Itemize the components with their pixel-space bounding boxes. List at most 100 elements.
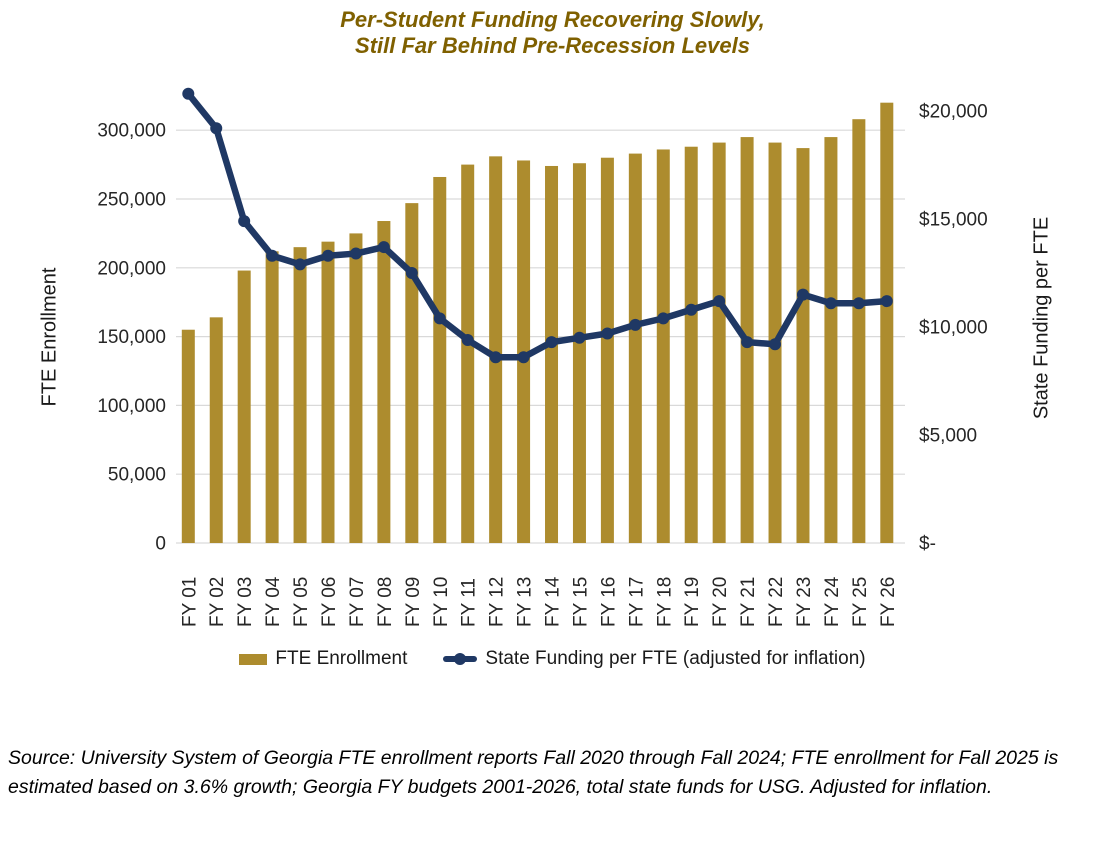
x-axis-label-fy-21: FY 21 bbox=[738, 577, 759, 627]
funding-point-fy-16 bbox=[601, 327, 614, 340]
x-axis-label-fy-17: FY 17 bbox=[626, 577, 647, 627]
bar-fy-26 bbox=[880, 102, 894, 544]
legend-item-state-funding: State Funding per FTE (adjusted for infl… bbox=[443, 648, 866, 670]
left-axis-tick-label: 0 bbox=[155, 534, 166, 555]
legend-label-state-funding: State Funding per FTE (adjusted for infl… bbox=[485, 648, 866, 669]
x-axis-label-fy-03: FY 03 bbox=[235, 577, 256, 627]
funding-point-fy-10 bbox=[433, 312, 446, 325]
funding-point-fy-02 bbox=[210, 122, 223, 135]
bar-fy-17 bbox=[628, 153, 642, 544]
bar-swatch-icon bbox=[239, 653, 268, 665]
x-axis-label-fy-05: FY 05 bbox=[291, 577, 312, 627]
bar-fy-14 bbox=[545, 165, 559, 543]
x-axis-label-fy-09: FY 09 bbox=[403, 577, 424, 627]
funding-point-fy-07 bbox=[349, 247, 362, 260]
x-axis-label-fy-25: FY 25 bbox=[850, 577, 871, 627]
bar-fy-11 bbox=[461, 164, 475, 543]
bar-fy-16 bbox=[600, 157, 614, 543]
right-axis-tick-label: $15,000 bbox=[919, 210, 988, 231]
funding-point-fy-17 bbox=[629, 318, 642, 331]
right-axis-tick-label: $10,000 bbox=[919, 318, 988, 339]
legend-item-fte-enrollment: FTE Enrollment bbox=[239, 648, 407, 670]
funding-point-fy-23 bbox=[796, 288, 809, 301]
bar-fy-24 bbox=[824, 137, 838, 543]
x-axis-label-fy-10: FY 10 bbox=[431, 577, 452, 627]
left-axis-tick-label: 50,000 bbox=[108, 465, 166, 486]
x-axis-label-fy-23: FY 23 bbox=[794, 577, 815, 627]
bar-fy-12 bbox=[489, 156, 503, 543]
funding-point-fy-01 bbox=[182, 87, 195, 100]
funding-point-fy-25 bbox=[852, 297, 865, 310]
right-axis-tick-label: $20,000 bbox=[919, 102, 988, 123]
bar-fy-18 bbox=[656, 149, 670, 544]
enrollment-funding-chart: 0 50,000 100,000 150,000 200,000 250,000 300,0… bbox=[97, 87, 988, 627]
left-axis-tick-label: 200,000 bbox=[97, 258, 166, 279]
bar-fy-09 bbox=[405, 203, 419, 544]
bar-fy-23 bbox=[796, 148, 810, 543]
x-axis-label-fy-19: FY 19 bbox=[682, 577, 703, 627]
x-axis-label-fy-07: FY 07 bbox=[347, 577, 368, 627]
marker-dot-icon bbox=[454, 653, 467, 665]
right-axis-tick-label: $- bbox=[919, 534, 936, 555]
x-axis-label-fy-14: FY 14 bbox=[543, 576, 564, 627]
left-axis-tick-label: 150,000 bbox=[97, 327, 166, 348]
bar-fy-15 bbox=[572, 163, 586, 543]
funding-point-fy-26 bbox=[880, 295, 893, 308]
x-axis-label-fy-20: FY 20 bbox=[710, 577, 731, 627]
funding-point-fy-09 bbox=[405, 267, 418, 279]
x-axis-label-fy-16: FY 16 bbox=[598, 577, 619, 627]
legend-label-fte-enrollment: FTE Enrollment bbox=[275, 648, 408, 669]
funding-point-fy-22 bbox=[769, 338, 782, 351]
bar-fy-01 bbox=[181, 329, 195, 543]
bar-fy-02 bbox=[209, 317, 223, 543]
page-title: Per-Student Funding Recovering Slowly, S… bbox=[0, 7, 1105, 59]
x-axis-label-fy-13: FY 13 bbox=[515, 577, 536, 627]
left-axis-tick-label: 100,000 bbox=[97, 396, 166, 417]
source-note: Source: University System of Georgia FTE… bbox=[8, 747, 1059, 799]
x-axis-label-fy-24: FY 24 bbox=[822, 576, 843, 627]
funding-point-fy-06 bbox=[322, 249, 334, 262]
funding-point-fy-13 bbox=[517, 351, 530, 364]
right-axis-title: State Funding per FTE bbox=[1030, 216, 1053, 420]
bar-fy-03 bbox=[237, 270, 251, 543]
funding-point-fy-20 bbox=[713, 295, 726, 308]
left-axis-tick-label: 300,000 bbox=[97, 121, 166, 142]
x-axis-label-fy-18: FY 18 bbox=[654, 577, 675, 627]
left-axis-tick-label: 250,000 bbox=[97, 190, 166, 211]
line-marker-swatch-icon bbox=[443, 653, 478, 665]
bar-fy-20 bbox=[712, 142, 726, 544]
funding-point-fy-11 bbox=[461, 333, 474, 346]
bar-fy-10 bbox=[433, 176, 447, 543]
funding-point-fy-08 bbox=[377, 241, 390, 254]
bar-fy-06 bbox=[321, 241, 335, 543]
x-axis-label-fy-26: FY 26 bbox=[878, 577, 899, 627]
funding-point-fy-04 bbox=[266, 249, 279, 262]
bar-fy-19 bbox=[684, 146, 698, 543]
x-axis-label-fy-22: FY 22 bbox=[766, 577, 787, 627]
funding-point-fy-05 bbox=[294, 258, 307, 271]
bar-fy-05 bbox=[293, 247, 307, 543]
x-axis-label-fy-11: FY 11 bbox=[459, 578, 480, 627]
bar-fy-04 bbox=[265, 251, 279, 543]
bar-fy-08 bbox=[377, 221, 391, 544]
funding-line bbox=[185, 90, 891, 361]
bar-fy-25 bbox=[852, 119, 866, 543]
funding-point-fy-14 bbox=[545, 336, 558, 349]
funding-point-fy-15 bbox=[573, 331, 586, 344]
funding-point-fy-21 bbox=[741, 336, 754, 349]
funding-point-fy-03 bbox=[238, 215, 251, 228]
funding-point-fy-12 bbox=[489, 351, 502, 364]
title-line-2: Still Far Behind Pre-Recession Levels bbox=[355, 33, 750, 58]
left-axis-title: FTE Enrollment bbox=[38, 267, 61, 407]
chart-legend: FTE Enrollment State Funding per FTE (ad… bbox=[0, 644, 1105, 674]
funding-point-fy-24 bbox=[824, 297, 837, 310]
funding-point-fy-19 bbox=[685, 303, 698, 316]
x-axis-label-fy-06: FY 06 bbox=[319, 577, 340, 627]
x-axis-label-fy-04: FY 04 bbox=[263, 576, 284, 627]
x-axis-label-fy-02: FY 02 bbox=[207, 577, 228, 627]
x-axis-label-fy-01: FY 01 bbox=[179, 577, 200, 627]
x-axis-label-fy-08: FY 08 bbox=[375, 577, 396, 627]
x-axis-label-fy-12: FY 12 bbox=[487, 577, 508, 627]
x-axis-label-fy-15: FY 15 bbox=[570, 577, 591, 627]
